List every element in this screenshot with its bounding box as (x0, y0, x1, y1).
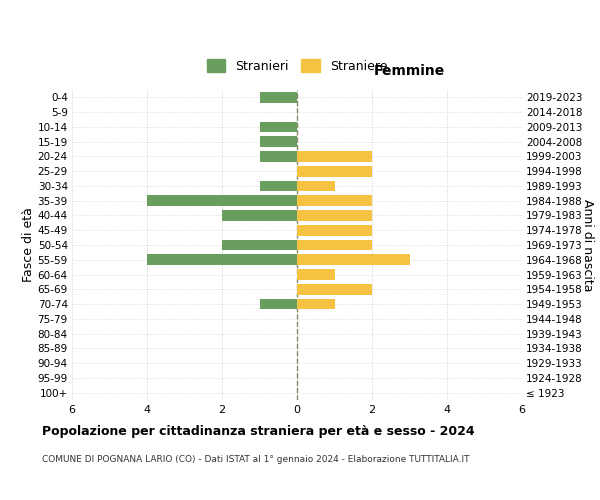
Text: Popolazione per cittadinanza straniera per età e sesso - 2024: Popolazione per cittadinanza straniera p… (42, 425, 475, 438)
Bar (260, 136, 297, 147)
Y-axis label: Anni di nascita: Anni di nascita (581, 198, 594, 291)
Bar (297, 225, 372, 235)
Text: Femmine: Femmine (374, 64, 445, 78)
Bar (147, 254, 297, 265)
Bar (297, 240, 372, 250)
Legend: Stranieri, Straniere: Stranieri, Straniere (200, 53, 394, 79)
Bar (297, 210, 372, 221)
Bar (260, 122, 297, 132)
Y-axis label: Fasce di età: Fasce di età (22, 208, 35, 282)
Bar (297, 254, 409, 265)
Text: COMUNE DI POGNANA LARIO (CO) - Dati ISTAT al 1° gennaio 2024 - Elaborazione TUTT: COMUNE DI POGNANA LARIO (CO) - Dati ISTA… (42, 455, 470, 464)
Bar (222, 240, 297, 250)
Bar (297, 196, 372, 206)
Bar (260, 298, 297, 310)
Bar (297, 166, 372, 176)
Bar (147, 196, 297, 206)
Bar (297, 284, 372, 294)
Bar (260, 151, 297, 162)
Bar (297, 180, 335, 192)
Bar (222, 210, 297, 221)
Bar (297, 298, 335, 310)
Bar (297, 269, 335, 280)
Bar (260, 180, 297, 192)
Bar (260, 92, 297, 102)
Bar (297, 151, 372, 162)
